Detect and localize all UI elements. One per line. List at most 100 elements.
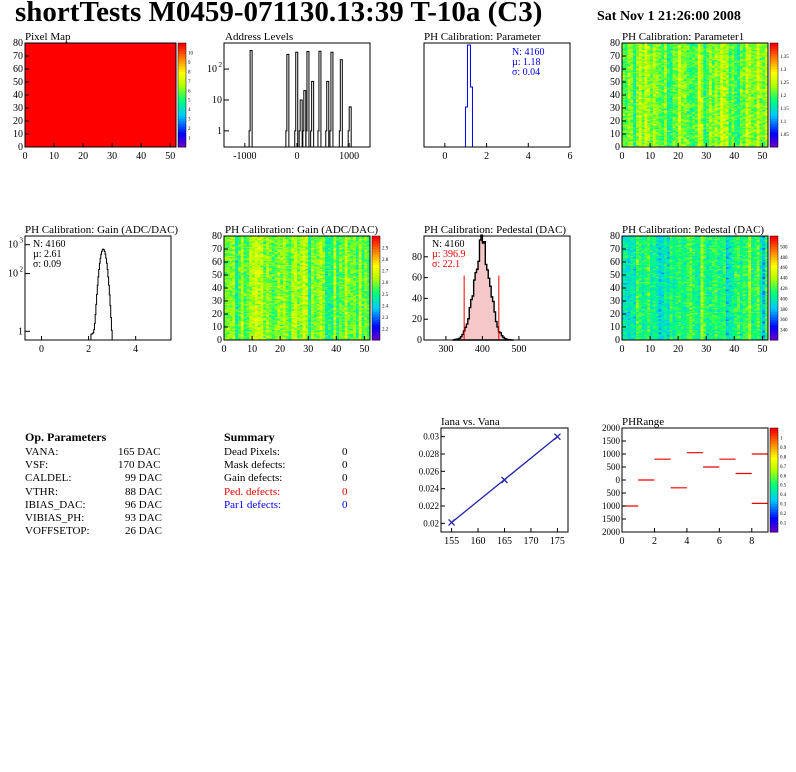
heatmap-cell (666, 76, 671, 79)
heatmap-cell (672, 84, 676, 87)
heatmap-cell (680, 105, 685, 108)
heatmap-cell (655, 43, 659, 45)
heatmap-cell (627, 76, 631, 79)
op-param-name: VANA: (25, 446, 59, 458)
heatmap-cell (655, 110, 659, 113)
heatmap-cell (633, 111, 637, 114)
heatmap-cell (686, 115, 690, 118)
heatmap-cell (652, 135, 657, 137)
heatmap-cell (658, 97, 662, 100)
heatmap-cell (655, 56, 659, 58)
heatmap-cell (658, 45, 662, 48)
heatmap-cell (652, 66, 657, 69)
heatmap-cell (669, 135, 673, 137)
heatmap-cell (627, 44, 631, 46)
heatmap-cell (641, 57, 645, 59)
heatmap-cell (630, 126, 634, 128)
heatmap-cell (624, 136, 629, 139)
heatmap-cell (647, 85, 651, 88)
heatmap-cell (636, 102, 640, 105)
heatmap-cell (652, 87, 657, 89)
heatmap-cell (666, 72, 671, 75)
heatmap-cell (678, 140, 682, 143)
heatmap-cell (644, 48, 648, 50)
heatmap-cell (647, 131, 651, 134)
heatmap-cell (664, 88, 668, 91)
heatmap-cell (655, 135, 659, 137)
heatmap-cell (661, 122, 665, 124)
heatmap-cell (664, 108, 668, 110)
heatmap-cell (672, 75, 676, 78)
heatmap-cell (644, 59, 648, 62)
heatmap-cell (624, 88, 629, 91)
heatmap-cell (669, 66, 673, 69)
heatmap-cell (644, 131, 648, 134)
x-tick-label: 4 (133, 344, 138, 355)
heatmap-cell (658, 53, 662, 56)
heatmap-cell (647, 63, 651, 66)
heatmap-cell (683, 67, 687, 70)
heatmap-cell (622, 88, 626, 91)
heatmap-cell (630, 136, 634, 139)
heatmap-cell (655, 71, 659, 74)
colorbar-cell (178, 79, 186, 83)
heatmap-cell (658, 74, 662, 76)
heatmap-cell (630, 52, 634, 54)
heatmap-cell (633, 72, 637, 75)
heatmap-cell (630, 111, 634, 114)
heatmap-cell (627, 54, 631, 57)
heatmap-cell (647, 76, 651, 79)
heatmap-cell (680, 79, 685, 82)
heatmap-cell (650, 91, 654, 93)
heatmap-cell (669, 72, 673, 75)
heatmap-cell (644, 124, 648, 127)
heatmap-cell (636, 85, 640, 88)
heatmap-cell (655, 102, 659, 105)
heatmap-cell (641, 49, 645, 52)
heatmap-cell (672, 132, 676, 135)
heatmap-cell (655, 93, 659, 96)
heatmap-cell (630, 117, 634, 119)
heatmap-cell (664, 110, 668, 113)
heatmap-cell (633, 54, 637, 57)
heatmap-cell (683, 74, 687, 76)
heatmap-cell (683, 78, 687, 80)
heatmap-cell (641, 105, 645, 108)
heatmap-cell (650, 117, 654, 119)
heatmap-cell (650, 53, 654, 56)
heatmap-cell (678, 82, 682, 84)
heatmap-cell (672, 143, 676, 145)
colorbar-cell (178, 100, 186, 104)
heatmap-cell (641, 72, 645, 75)
heatmap-cell (672, 128, 676, 131)
heatmap-cell (627, 106, 631, 109)
heatmap-cell (666, 98, 671, 101)
heatmap-cell (624, 131, 629, 134)
heatmap-cell (641, 119, 645, 122)
heatmap-cell (633, 136, 637, 139)
heatmap-cell (633, 100, 637, 102)
heatmap-cell (661, 115, 665, 118)
heatmap-cell (630, 85, 634, 88)
heatmap-cell (683, 132, 687, 135)
heatmap-cell (638, 131, 643, 134)
heatmap-cell (652, 127, 657, 130)
heatmap-cell (658, 131, 662, 134)
heatmap-cell (664, 83, 668, 85)
heatmap-cell (672, 100, 676, 102)
heatmap-cell (672, 96, 676, 98)
heatmap-cell (627, 127, 631, 130)
heatmap-cell (680, 101, 685, 104)
heatmap-cell (627, 114, 631, 117)
heatmap-cell (683, 135, 687, 137)
heatmap-cell (622, 109, 626, 111)
heatmap-cell (680, 49, 685, 52)
heatmap-cell (622, 49, 626, 52)
heatmap-cell (683, 139, 687, 141)
heatmap-cell (641, 128, 645, 131)
heatmap-cell (647, 97, 651, 100)
heatmap-cell (680, 72, 685, 75)
heatmap-cell (678, 134, 682, 136)
heatmap-cell (655, 105, 659, 108)
colorbar-tick-label: 1.2 (780, 94, 787, 99)
